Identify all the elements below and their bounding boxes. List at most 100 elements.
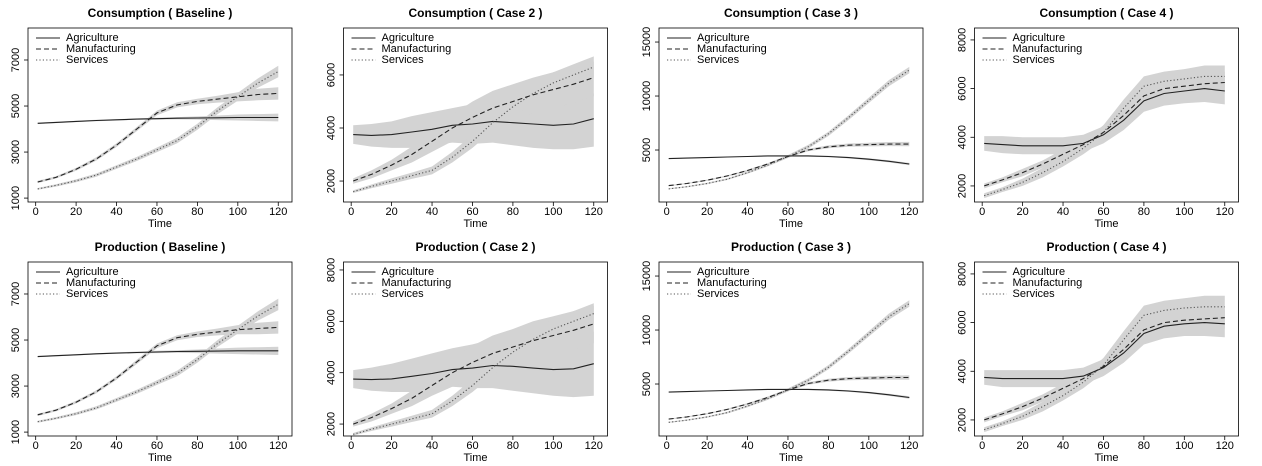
x-tick-label: 100: [860, 440, 878, 452]
series-line: [37, 350, 279, 358]
plot-area: [353, 56, 594, 194]
plot-area: [37, 298, 279, 423]
legend-label: Agriculture: [382, 32, 435, 44]
series-line: [984, 322, 1225, 380]
x-tick-label: 100: [229, 440, 247, 452]
panel: Consumption ( Baseline ) Time 0 20 40 60 80 100…: [10, 6, 293, 230]
series-line: [668, 376, 910, 420]
confidence-band: [668, 300, 910, 423]
x-tick-label: 40: [1057, 206, 1069, 218]
series-line: [984, 75, 1225, 197]
confidence-band: [37, 87, 279, 184]
panel: Consumption ( Case 4 ) Time 0 20 40 60 80 100 12…: [956, 6, 1239, 230]
x-tick-label: 120: [269, 440, 287, 452]
y-tick-label: 15000: [641, 27, 653, 58]
panel: Production ( Case 3 ) Time 0 20 40 60 80 100 120…: [641, 240, 924, 464]
y-tick-label: 2000: [956, 408, 968, 432]
x-tick-label: 0: [348, 440, 354, 452]
series-line: [353, 118, 594, 136]
x-tick-label: 40: [426, 206, 438, 218]
confidence-band: [984, 295, 1225, 433]
x-tick-label: 120: [585, 440, 603, 452]
legend-label: Services: [697, 54, 740, 66]
x-tick-label: 80: [507, 440, 519, 452]
x-axis-label: Time: [148, 452, 172, 464]
x-tick-label: 20: [385, 206, 397, 218]
series-line: [984, 88, 1225, 147]
y-tick-label: 15000: [641, 261, 653, 292]
confidence-band: [353, 56, 594, 194]
legend-label: Manufacturing: [382, 277, 452, 289]
y-tick-label: 2000: [325, 412, 337, 436]
series-line: [37, 116, 279, 124]
x-tick-label: 100: [1175, 440, 1193, 452]
x-tick-label: 40: [110, 206, 122, 218]
plot-frame: [974, 27, 1239, 203]
x-tick-label: 60: [782, 440, 794, 452]
panel: Production ( Case 2 ) Time 0 20 40 60 80 100 120…: [325, 240, 608, 464]
legend-label: Agriculture: [66, 266, 119, 278]
legend-label: Manufacturing: [66, 277, 136, 289]
series-line: [353, 323, 594, 425]
y-tick-label: 5000: [641, 138, 653, 162]
x-tick-label: 80: [507, 206, 519, 218]
y-tick-label: 8000: [956, 262, 968, 286]
legend-label: Manufacturing: [382, 43, 452, 55]
y-tick-label: 1000: [10, 420, 22, 444]
legend-label: Services: [382, 288, 425, 300]
x-tick-label: 120: [900, 440, 918, 452]
y-tick-label: 3000: [10, 374, 22, 398]
legend-label: Manufacturing: [1013, 277, 1083, 289]
x-tick-label: 60: [466, 440, 478, 452]
plot-area: [353, 303, 594, 436]
y-tick-label: 5000: [641, 372, 653, 396]
x-tick-label: 100: [1175, 206, 1193, 218]
confidence-band: [668, 66, 910, 190]
plot-area: [984, 65, 1225, 199]
x-tick-label: 80: [1138, 206, 1150, 218]
plot-frame: [27, 27, 293, 203]
y-tick-label: 4000: [325, 360, 337, 384]
x-tick-label: 120: [900, 206, 918, 218]
chart-title: Consumption ( Case 2 ): [408, 6, 542, 20]
confidence-band: [668, 375, 910, 420]
chart-title: Consumption ( Baseline ): [88, 6, 233, 20]
plot-frame: [658, 27, 924, 203]
x-tick-label: 0: [979, 206, 985, 218]
y-tick-label: 8000: [325, 258, 337, 282]
series-line: [668, 303, 910, 423]
series-line: [353, 77, 594, 182]
plot-area: [668, 300, 910, 423]
chart-title: Consumption ( Case 4 ): [1039, 6, 1173, 20]
x-axis-label: Time: [779, 218, 803, 230]
plot-frame: [974, 261, 1239, 437]
x-tick-label: 120: [585, 206, 603, 218]
x-tick-label: 0: [979, 440, 985, 452]
y-tick-label: 2000: [325, 169, 337, 193]
legend-label: Agriculture: [697, 266, 750, 278]
x-tick-label: 0: [33, 206, 39, 218]
legend-label: Manufacturing: [66, 43, 136, 55]
legend-label: Agriculture: [697, 32, 750, 44]
series-line: [37, 92, 279, 183]
x-tick-label: 120: [1216, 206, 1234, 218]
chart-title: Production ( Case 4 ): [1046, 240, 1166, 254]
x-tick-label: 20: [70, 440, 82, 452]
x-tick-label: 60: [466, 206, 478, 218]
x-tick-label: 40: [741, 206, 753, 218]
x-tick-label: 20: [1016, 440, 1028, 452]
y-tick-label: 4000: [956, 125, 968, 149]
x-tick-label: 40: [741, 440, 753, 452]
panel: Production ( Baseline ) Time 0 20 40 60 80 100 1…: [10, 240, 293, 464]
plot-area: [984, 295, 1225, 433]
x-tick-label: 80: [822, 440, 834, 452]
legend-label: Manufacturing: [697, 43, 767, 55]
y-tick-label: 6000: [956, 76, 968, 100]
x-tick-label: 80: [1138, 440, 1150, 452]
x-tick-label: 40: [1057, 440, 1069, 452]
panel: Consumption ( Case 3 ) Time 0 20 40 60 80 100 12…: [641, 6, 924, 230]
y-tick-label: 5000: [10, 94, 22, 118]
y-tick-label: 10000: [641, 81, 653, 112]
series-line: [984, 306, 1225, 431]
